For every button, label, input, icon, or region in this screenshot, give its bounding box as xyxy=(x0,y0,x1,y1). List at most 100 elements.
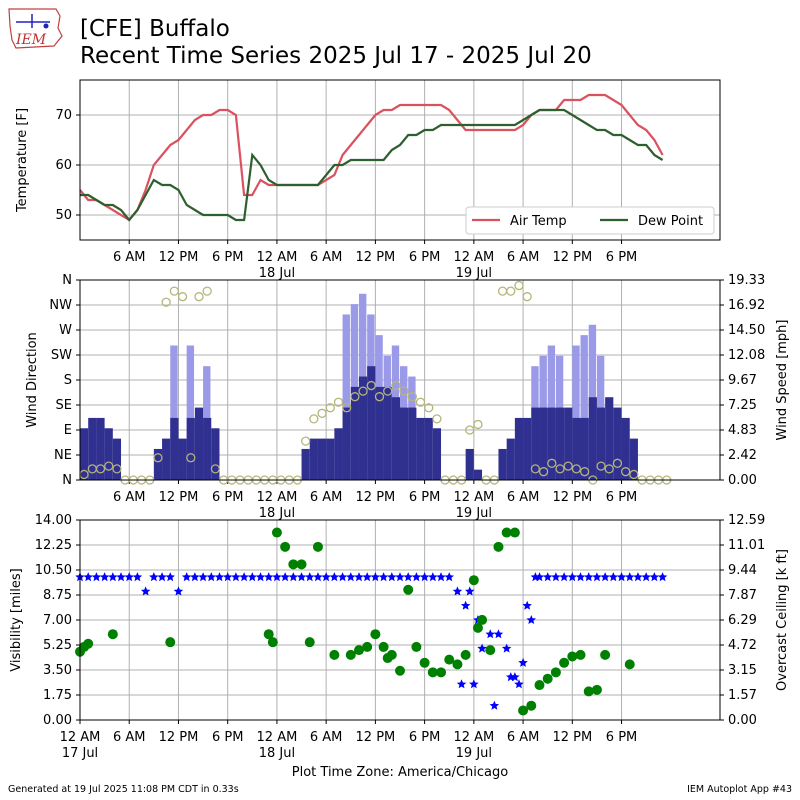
ceiling-point xyxy=(271,527,282,538)
visibility-point xyxy=(157,572,167,582)
wind-direction-point xyxy=(374,392,385,402)
visibility-point xyxy=(428,572,438,582)
x-tick-label: 12 PM xyxy=(552,490,592,505)
y-tick-label: SW xyxy=(51,348,72,363)
wind-speed-bar xyxy=(531,407,540,480)
ceiling-point xyxy=(509,527,520,538)
visibility-point xyxy=(444,572,454,582)
wind-direction-point xyxy=(169,286,180,296)
y2-tick-label: 12.59 xyxy=(728,513,765,528)
x-tick-label: 6 PM xyxy=(212,730,243,745)
wind-speed-bar xyxy=(317,438,327,480)
y2-tick-label: 19.33 xyxy=(728,273,765,288)
wind-speed-bar xyxy=(580,417,589,480)
x-tick-label: 6 PM xyxy=(409,250,440,265)
x-tick-label: 6 PM xyxy=(212,250,243,265)
wind-direction-point xyxy=(317,408,327,418)
visibility-point xyxy=(469,679,479,689)
x-tick-label: 12 AM xyxy=(453,250,494,265)
visibility-point xyxy=(370,572,381,582)
x-tick-sublabel: 19 Jul xyxy=(456,746,492,761)
ceiling-point xyxy=(312,541,323,552)
ceiling-point xyxy=(624,659,635,670)
y-tick-label: 3.50 xyxy=(43,663,72,678)
wind-direction-point xyxy=(612,458,623,468)
visibility-point xyxy=(222,572,233,582)
wind-direction-point xyxy=(112,464,122,474)
x-tick-label: 12 PM xyxy=(552,250,592,265)
chart-title-line2: Recent Time Series 2025 Jul 17 - 2025 Ju… xyxy=(80,43,592,69)
y2-tick-label: 4.72 xyxy=(728,638,757,653)
x-tick-label: 12 AM xyxy=(60,730,101,745)
visibility-point xyxy=(518,657,528,667)
wind-direction-point xyxy=(571,464,582,474)
ceiling-point xyxy=(329,649,340,660)
wind-speed-bar xyxy=(613,407,622,480)
visibility-point xyxy=(403,572,413,582)
ceiling-point xyxy=(591,684,602,695)
ceiling-point xyxy=(403,584,414,595)
wind-speed-bar xyxy=(326,438,335,480)
x-tick-label: 6 AM xyxy=(310,250,343,265)
wind-speed-bar xyxy=(400,407,409,480)
x-tick-label: 12 PM xyxy=(159,730,199,745)
plot-frame xyxy=(79,279,721,481)
visibility-point xyxy=(395,572,405,582)
x-tick-label: 12 PM xyxy=(159,250,199,265)
visibility-point xyxy=(542,572,553,582)
visibility-point xyxy=(362,572,372,582)
ceiling-point xyxy=(107,629,118,640)
x-tick-label: 6 AM xyxy=(507,490,540,505)
ceiling-point xyxy=(267,637,278,648)
visibility-point xyxy=(329,572,340,582)
visibility-point xyxy=(181,572,192,582)
ceiling-point xyxy=(427,667,438,678)
ceiling-point xyxy=(304,637,315,648)
legend-box xyxy=(465,206,715,235)
y-tick-label: 10.50 xyxy=(35,563,72,578)
visibility-point xyxy=(600,572,610,582)
ceiling-point xyxy=(468,575,479,586)
visibility-point xyxy=(608,572,619,582)
wind-direction-point xyxy=(333,397,344,407)
legend-label-dew-point: Dew Point xyxy=(638,214,703,229)
series-line-dew-point xyxy=(80,108,664,222)
ceiling-point xyxy=(559,657,570,668)
y2-tick-label: 12.08 xyxy=(728,348,765,363)
y2-tick-label: 4.83 xyxy=(728,423,757,438)
x-tick-label: 6 AM xyxy=(113,730,146,745)
wind-speed-bar xyxy=(514,417,524,480)
visibility-point xyxy=(616,572,627,582)
wind-speed-bar xyxy=(342,407,351,480)
wind-speed-bar xyxy=(572,417,581,480)
y-tick-label: 70 xyxy=(55,108,72,123)
wind-direction-point xyxy=(432,414,442,424)
visibility-point xyxy=(452,586,463,596)
wind-direction-point xyxy=(383,386,393,396)
wind-speed-bar xyxy=(498,448,507,480)
visibility-point xyxy=(526,615,536,624)
wind-speed-bar xyxy=(153,448,163,480)
visibility-point xyxy=(559,572,569,582)
wind-speed-bar xyxy=(104,428,113,480)
visibility-point xyxy=(313,572,323,582)
wind-direction-point xyxy=(104,461,114,471)
wind-direction-point xyxy=(424,403,434,413)
x-tick-sublabel: 19 Jul xyxy=(456,266,492,281)
wind-speed-bar xyxy=(186,417,195,480)
wind-direction-point xyxy=(95,464,106,474)
ceiling-point xyxy=(353,645,364,656)
x-tick-label: 6 PM xyxy=(606,730,637,745)
wind-direction-point xyxy=(309,414,319,424)
y-tick-label: 8.75 xyxy=(43,588,72,603)
wind-direction-point xyxy=(522,292,532,302)
wind-direction-point xyxy=(473,419,483,430)
visibility-point xyxy=(206,572,216,582)
x-tick-label: 6 AM xyxy=(507,250,540,265)
wind-speed-bar xyxy=(309,438,318,480)
visibility-point xyxy=(190,572,200,582)
visibility-point xyxy=(419,572,430,582)
x-tick-label: 12 AM xyxy=(453,730,494,745)
wind-speed-bar xyxy=(96,417,105,480)
